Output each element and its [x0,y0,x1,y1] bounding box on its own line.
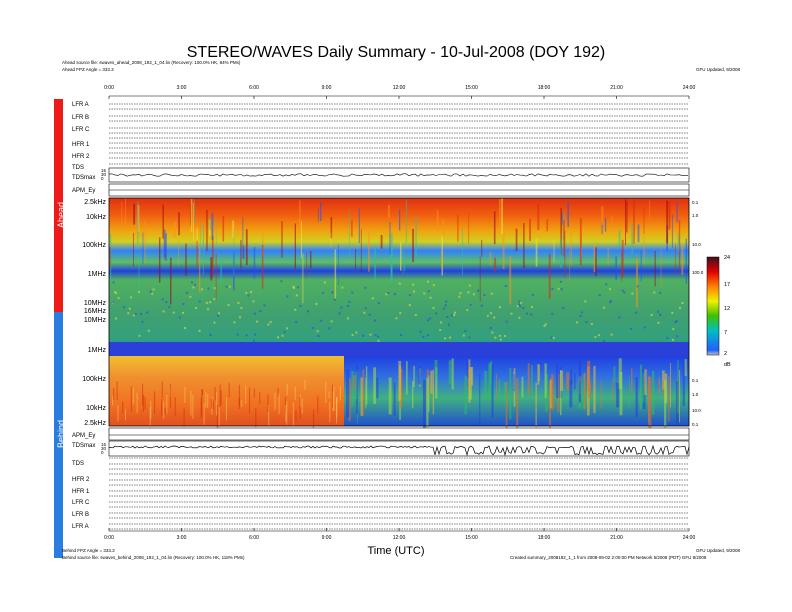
ahead-tdsmax-trace [108,173,689,177]
ahead-freq-label: 100kHz [82,242,106,249]
behind-tds-tick: 30 [101,446,107,451]
x-tick-top: 0:00 [104,85,114,91]
colorbar-tick: 12 [724,306,731,312]
colorbar-tick: 17 [724,282,731,288]
ahead-row-label: HFR 2 [72,154,90,160]
behind-source: Behind source file: swaves_behind_2008_1… [62,555,245,560]
ahead-row-label: LFR B [72,115,90,121]
behind-label: Behind [56,419,66,448]
x-tick-top: 6:00 [249,85,259,91]
spectrogram-streaks [109,198,687,434]
ahead-angle: Ahead FPZ Angle = 333.3 [62,67,114,72]
ahead-freq-label: 16MHz [83,308,106,315]
x-tick-bottom: 18:00 [537,535,551,541]
colorbar-unit: dB [724,362,731,368]
behind-sidebar [54,312,63,558]
ahead-row-label: HFR 1 [72,142,90,148]
behind-freq-label: 100kHz [82,376,106,383]
ahead-source: Ahead source file: swaves_ahead_2008_192… [62,60,241,65]
page-title: STEREO/WAVES Daily Summary - 10-Jul-2008… [186,44,606,61]
ahead-freq-label: 1MHz [87,271,106,278]
ahead-label: Ahead [56,201,66,228]
x-tick-bottom: 15:00 [465,535,478,541]
x-tick-bottom: 6:00 [249,535,259,541]
footer-credit: Created summary_2008192_1_1 from 2008-09… [510,555,707,560]
x-tick-top: 21:00 [610,85,623,91]
ahead-sidebar [54,99,63,312]
behind-angle: Behind FPZ Angle = 333.3 [62,548,115,553]
ahead-row-label: LFR A [72,102,89,108]
footer-org: GFU Updated, 9/2008 [696,548,741,553]
behind-row-label: LFR A [72,524,89,530]
right-scale-label: 100.0 [692,270,704,275]
behind-freq-label: 10kHz [86,405,106,412]
colorbar [706,256,720,356]
behind-row-label: HFR 1 [72,489,90,495]
behind-row-label: LFR C [72,500,90,506]
header-org: GFU Updated, 9/2008 [696,67,741,72]
colorbar-tick: 24 [724,255,731,261]
x-tick-top: 3:00 [176,85,187,91]
colorbar-tick: 7 [724,330,728,336]
x-tick-top: 24:00 [682,85,696,91]
x-tick-top: 18:00 [537,85,551,91]
x-axis-label: Time (UTC) [367,545,425,557]
ahead-row-label: LFR C [72,127,90,133]
behind-tds-tick: 15 [101,442,107,447]
behind-row-label: HFR 2 [72,477,90,483]
ahead-freq-label: 2.5kHz [84,199,106,206]
behind-row-label: LFR B [72,512,90,518]
right-scale-label: 0.1 [692,378,699,383]
right-scale-label: 1.0 [692,392,699,397]
x-tick-bottom: 24:00 [682,535,696,541]
x-tick-bottom: 9:00 [321,535,332,541]
right-scale-label: 10.0 [692,408,701,413]
behind-apm-panel [108,427,690,441]
x-tick-top: 12:00 [392,85,406,91]
behind-tds-tick: 0 [101,450,104,455]
ahead-tds-tick: 0 [101,176,104,181]
center-freq-label: 1MHz [87,347,106,354]
ahead-freq-label: 10MHz [83,300,106,307]
right-scale-label: 0.1 [692,200,699,205]
behind-tdsmax-trace [108,444,690,457]
center-freq-label: 10MHz [83,317,106,324]
behind-row-label: TDS [72,461,84,467]
x-tick-bottom: 3:00 [176,535,187,541]
x-tick-top: 9:00 [321,85,332,91]
ahead-freq-label: 10kHz [86,214,106,221]
ahead-row-label: APM_Ey [72,188,96,194]
behind-row-label: APM_Ey [72,433,96,439]
behind-tdsmax-panel [108,440,690,457]
right-scale-label: 0.1 [692,422,699,427]
ahead-row-label: TDS [72,165,84,171]
ahead-tds-tick: 30 [101,172,107,177]
right-scale-label: 1.0 [692,213,699,218]
x-tick-bottom: 12:00 [392,535,406,541]
colorbar-tick: 2 [724,351,728,357]
behind-row-label: TDSmax [72,443,96,449]
ahead-tds-tick: 15 [101,168,107,173]
ahead-row-label: TDSmax [72,175,96,181]
x-tick-bottom: 21:00 [610,535,623,541]
x-tick-bottom: 0:00 [104,535,114,541]
behind-freq-label: 2.5kHz [84,420,106,427]
right-scale-label: 10.0 [692,242,701,247]
x-tick-top: 15:00 [465,85,478,91]
center-band [109,342,689,356]
